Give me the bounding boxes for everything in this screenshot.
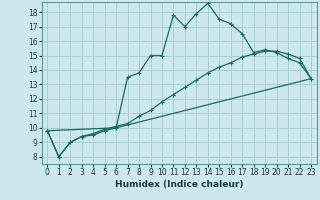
- X-axis label: Humidex (Indice chaleur): Humidex (Indice chaleur): [115, 180, 244, 189]
